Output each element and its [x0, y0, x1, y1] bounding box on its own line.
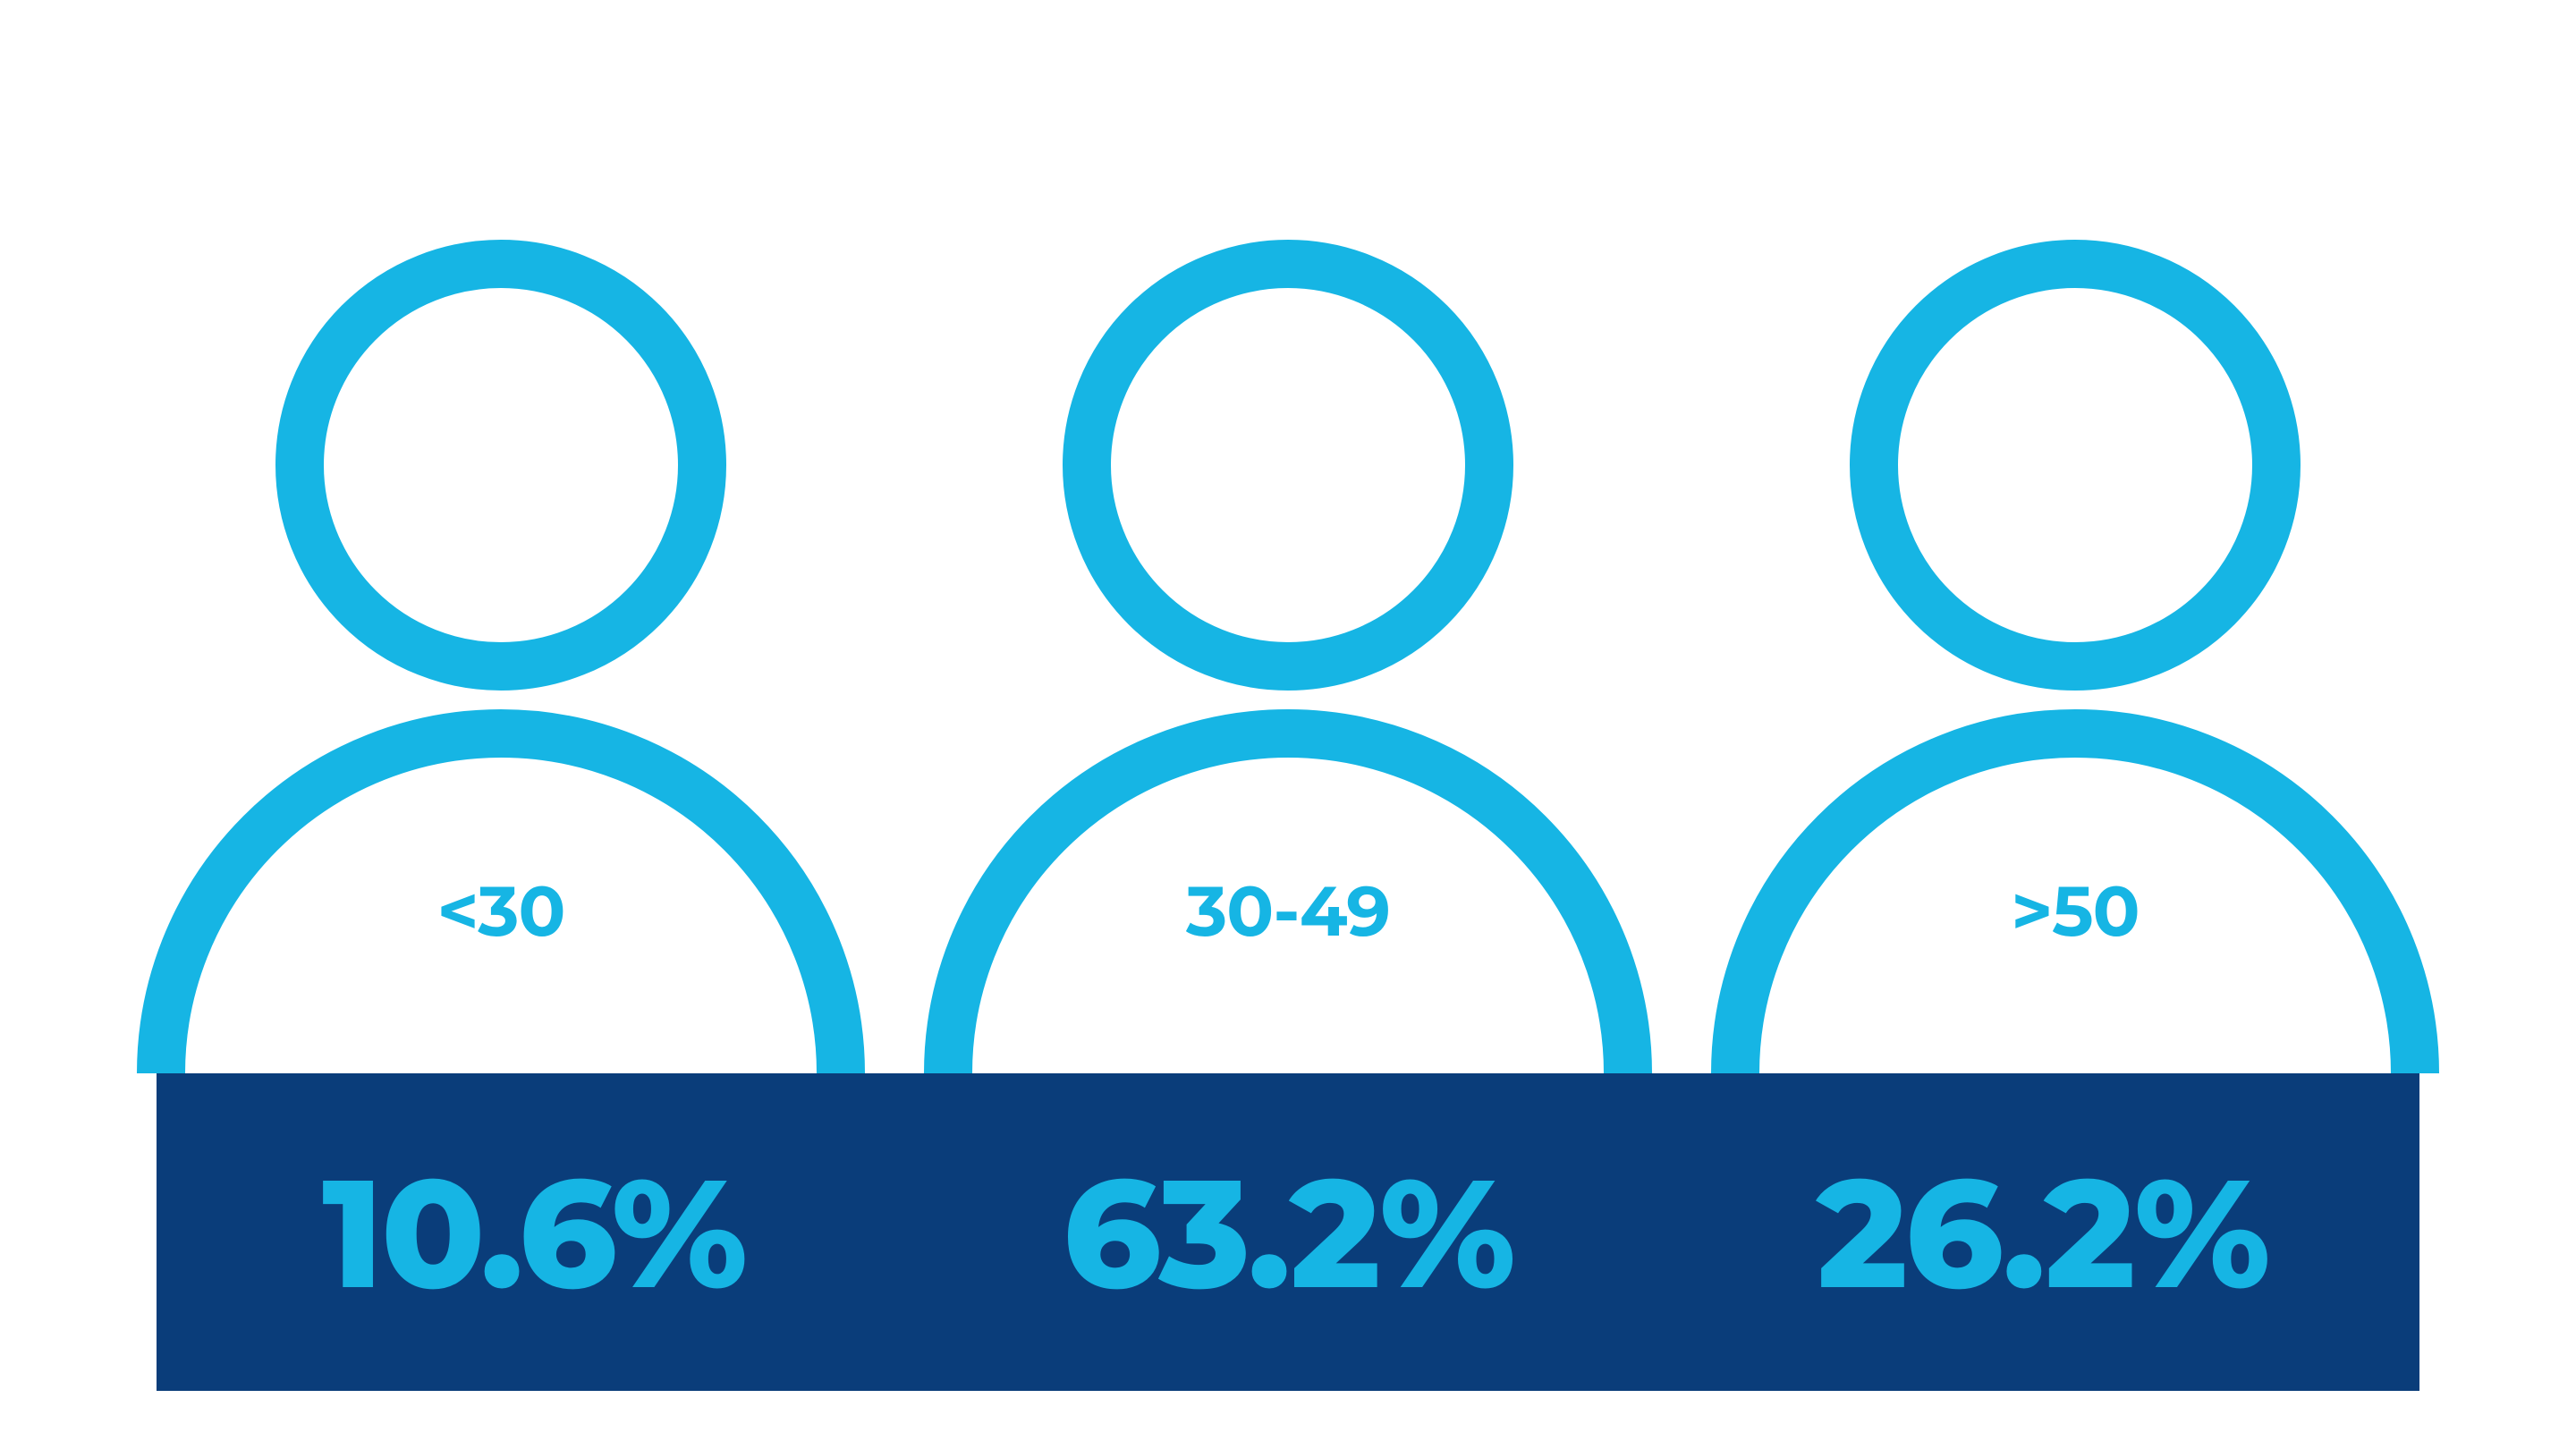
pct-2: 26.2% — [1665, 1140, 2419, 1326]
person-group-2: >50 — [1682, 224, 2469, 1073]
percentage-bar: 10.6% 63.2% 26.2% — [157, 1073, 2419, 1391]
infographic-stage: <30 30-49 >50 10.6% 63.2% 26.2% — [0, 0, 2576, 1449]
icons-row: <30 30-49 >50 — [0, 224, 2576, 1073]
age-label-0: <30 — [107, 868, 894, 953]
age-label-2: >50 — [1682, 868, 2469, 953]
person-group-1: 30-49 — [894, 224, 1682, 1073]
age-label-1: 30-49 — [894, 868, 1682, 953]
pct-0: 10.6% — [157, 1140, 911, 1326]
pct-1: 63.2% — [911, 1140, 1665, 1326]
person-group-0: <30 — [107, 224, 894, 1073]
